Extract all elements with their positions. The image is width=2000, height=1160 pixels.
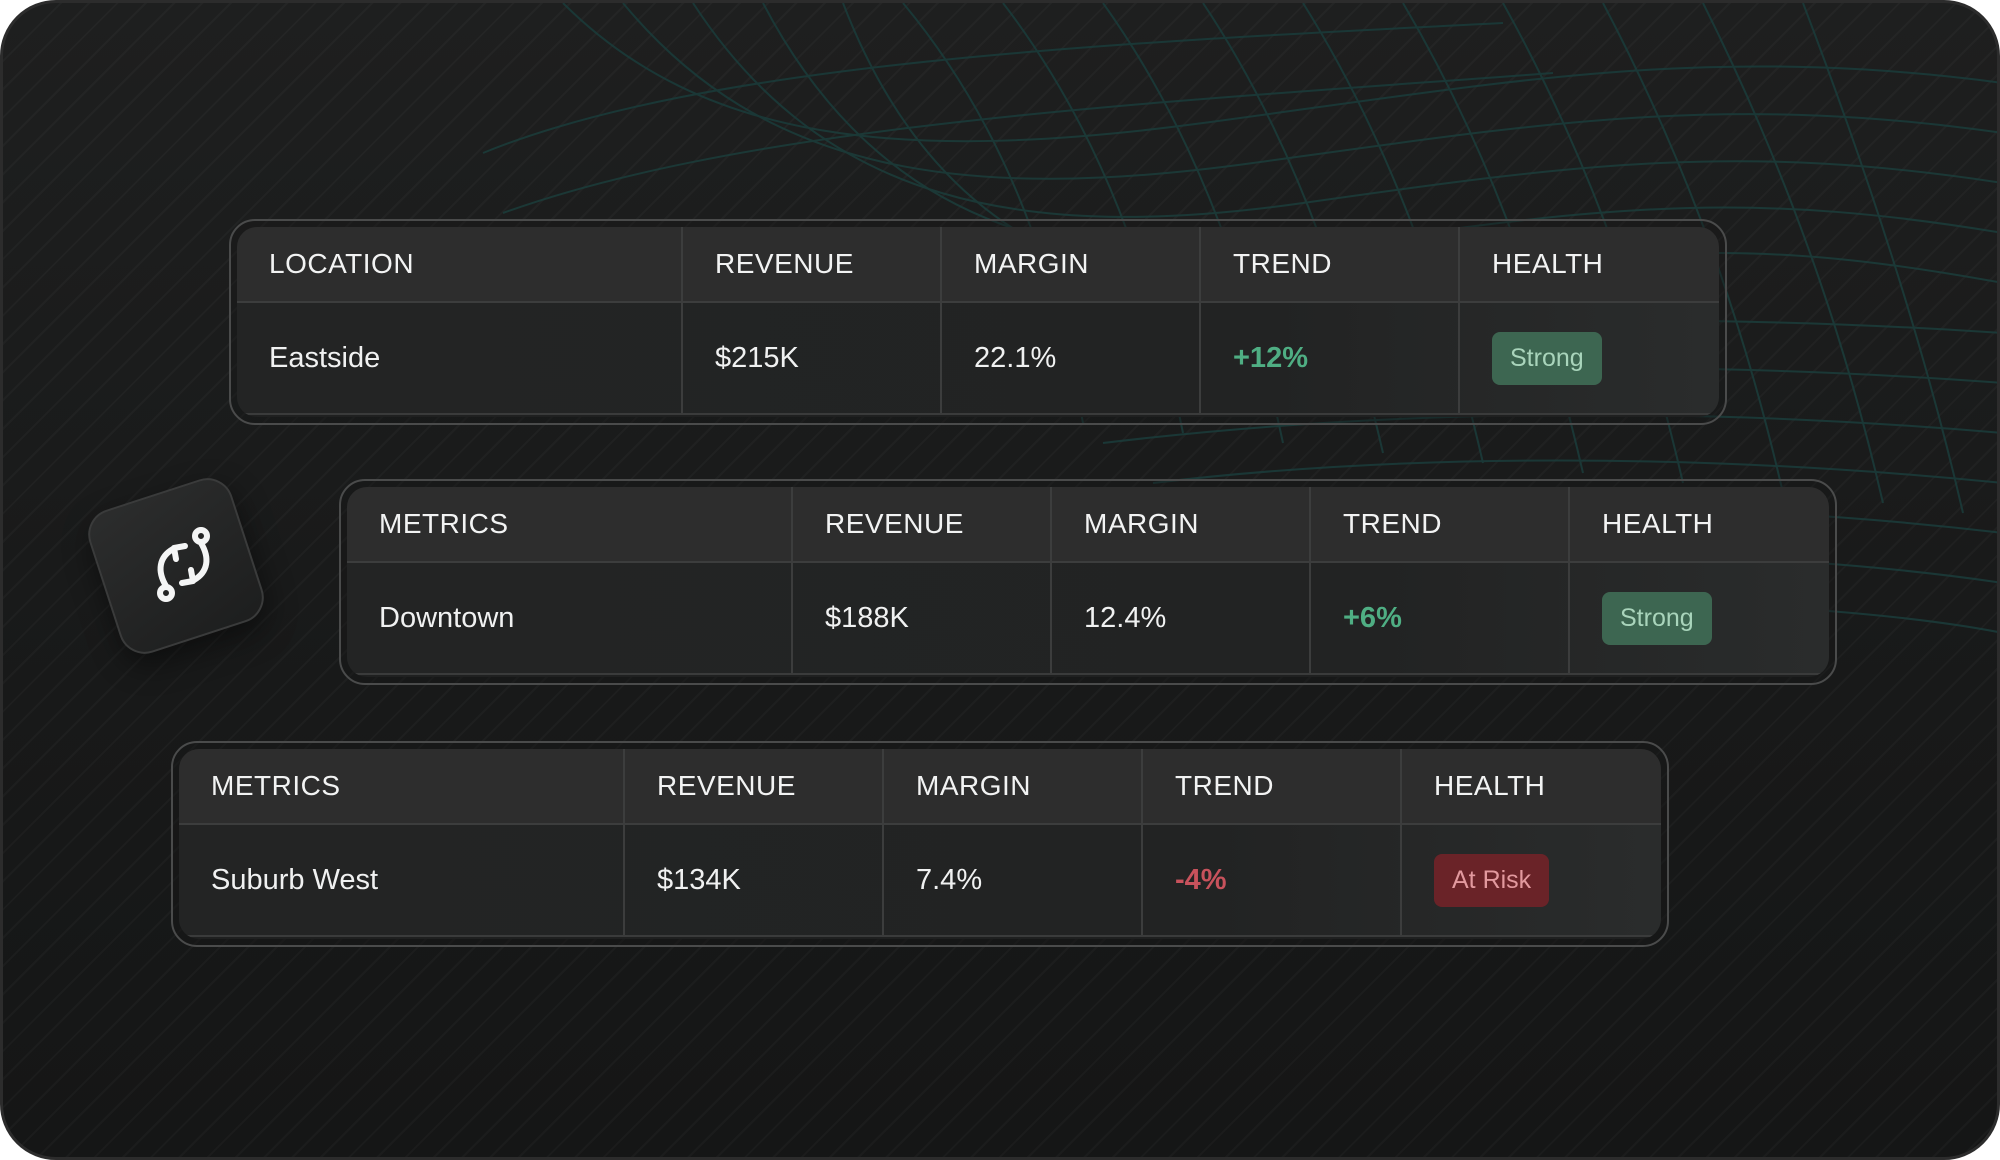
health-cell: At Risk: [1402, 825, 1661, 935]
location-name: Eastside: [237, 303, 683, 413]
health-cell: Strong: [1460, 303, 1719, 413]
table-card-downtown: METRICS REVENUE MARGIN TREND HEALTH Down…: [339, 479, 1837, 685]
status-badge: At Risk: [1434, 853, 1550, 907]
table-row[interactable]: Downtown $188K 12.4% +6% Strong: [347, 563, 1829, 675]
trend-value: +12%: [1201, 303, 1460, 413]
column-header-health[interactable]: HEALTH: [1434, 770, 1546, 801]
revenue-value: $134K: [625, 825, 884, 935]
column-header-margin[interactable]: MARGIN: [1052, 487, 1311, 561]
status-badge: Strong: [1602, 591, 1712, 645]
column-header-revenue[interactable]: REVENUE: [793, 487, 1052, 561]
column-header-metrics[interactable]: METRICS: [179, 749, 625, 823]
sync-arrows-icon: [157, 527, 210, 602]
table-row[interactable]: Suburb West $134K 7.4% -4% At Risk: [179, 825, 1661, 937]
table-card-eastside: LOCATION REVENUE MARGIN TREND HEALTH Eas…: [229, 219, 1727, 425]
table-header-row: METRICS REVENUE MARGIN TREND HEALTH: [347, 487, 1829, 563]
table-header-row: METRICS REVENUE MARGIN TREND HEALTH: [179, 749, 1661, 825]
margin-value: 7.4%: [884, 825, 1143, 935]
column-header-trend[interactable]: TREND: [1143, 749, 1402, 823]
health-cell: Strong: [1570, 563, 1829, 673]
column-header-margin[interactable]: MARGIN: [884, 749, 1143, 823]
column-header-health[interactable]: HEALTH: [1492, 248, 1604, 279]
revenue-value: $188K: [793, 563, 1052, 673]
column-header-margin[interactable]: MARGIN: [942, 227, 1201, 301]
column-header-revenue[interactable]: REVENUE: [683, 227, 942, 301]
location-name: Downtown: [347, 563, 793, 673]
table-card-suburb-west: METRICS REVENUE MARGIN TREND HEALTH Subu…: [171, 741, 1669, 947]
column-header-trend[interactable]: TREND: [1311, 487, 1570, 561]
revenue-value: $215K: [683, 303, 942, 413]
location-name: Suburb West: [179, 825, 625, 935]
column-header-location[interactable]: LOCATION: [237, 227, 683, 301]
table-header-row: LOCATION REVENUE MARGIN TREND HEALTH: [237, 227, 1719, 303]
status-badge: Strong: [1492, 331, 1602, 385]
table-row[interactable]: Eastside $215K 22.1% +12% Strong: [237, 303, 1719, 415]
column-header-revenue[interactable]: REVENUE: [625, 749, 884, 823]
trend-value: -4%: [1143, 825, 1402, 935]
trend-value: +6%: [1311, 563, 1570, 673]
margin-value: 12.4%: [1052, 563, 1311, 673]
column-header-trend[interactable]: TREND: [1201, 227, 1460, 301]
margin-value: 22.1%: [942, 303, 1201, 413]
column-header-metrics[interactable]: METRICS: [347, 487, 793, 561]
column-header-health[interactable]: HEALTH: [1602, 508, 1714, 539]
